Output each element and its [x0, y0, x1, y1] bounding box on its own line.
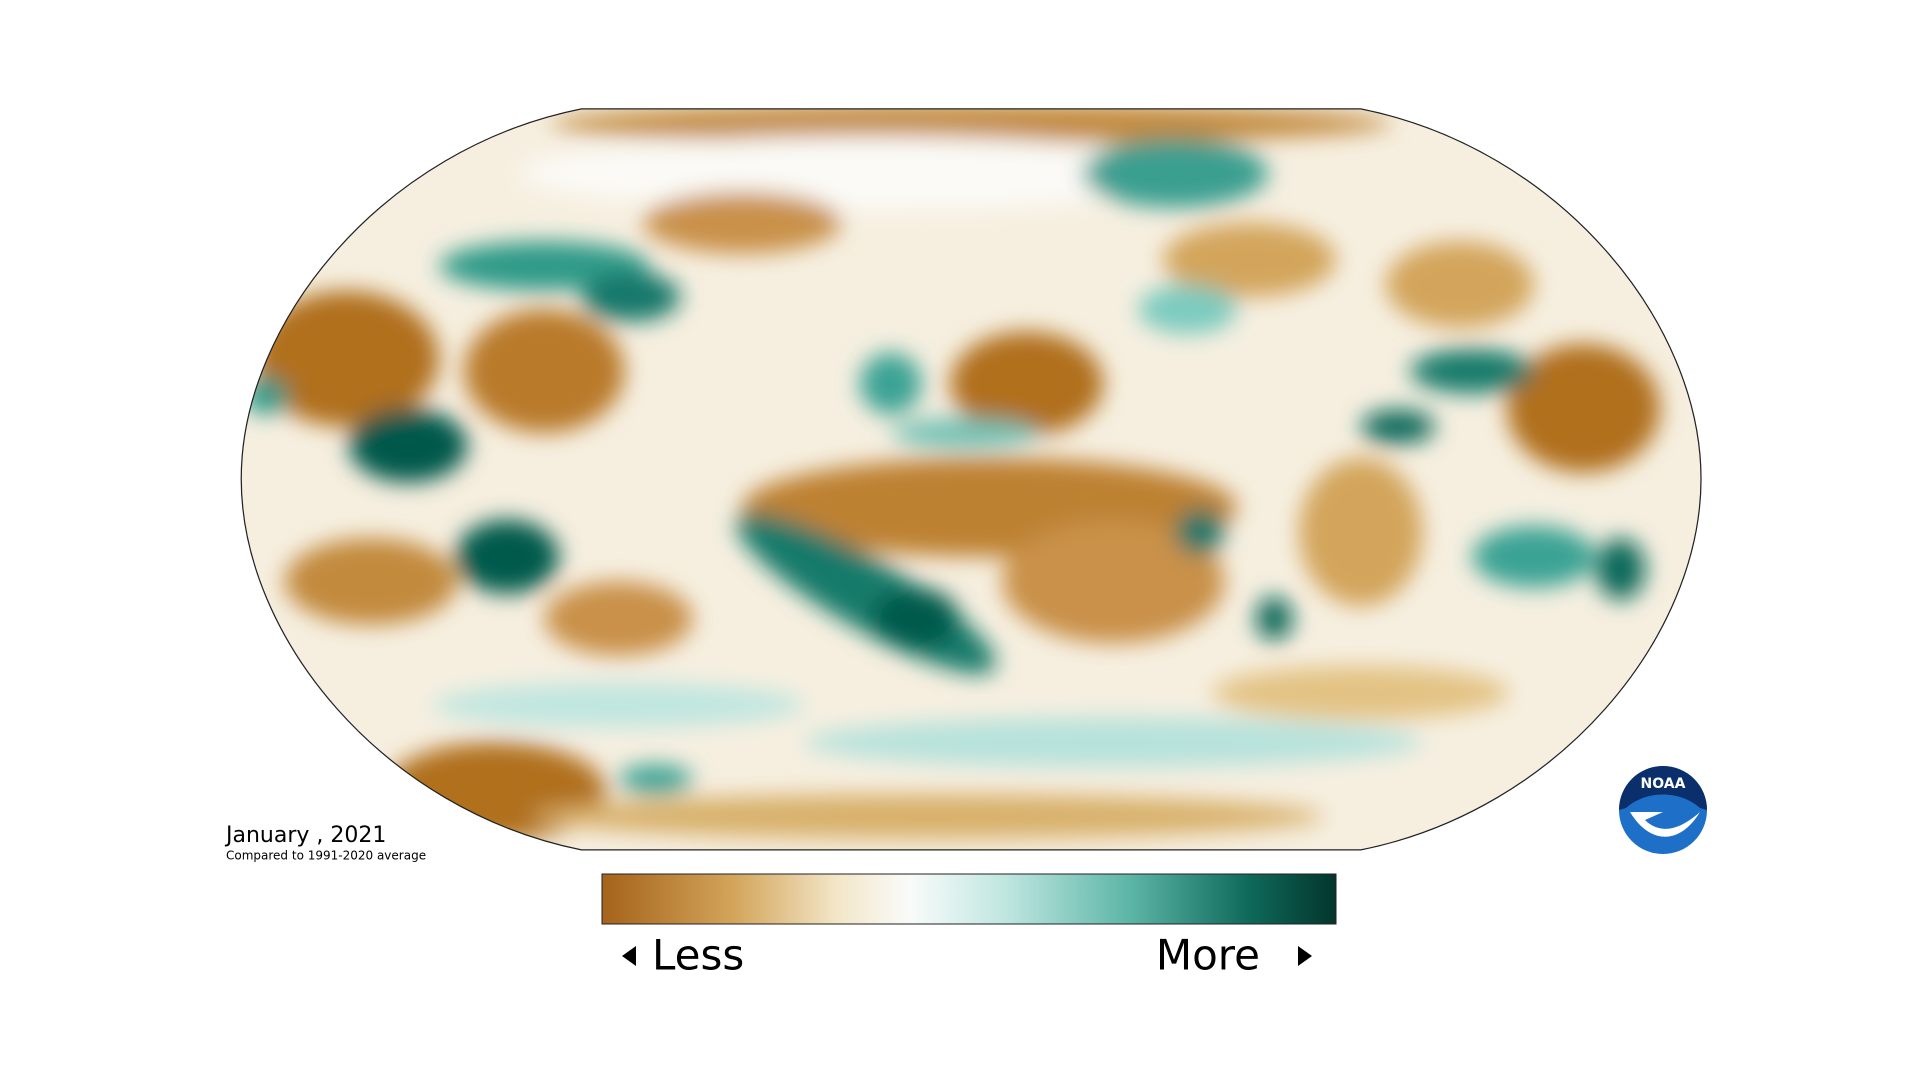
more-arrow: [1298, 946, 1312, 966]
legend-less: Less: [652, 931, 744, 980]
precipitation-map: [240, 108, 1702, 851]
map-outline: [240, 108, 1702, 851]
subtitle: Compared to 1991-2020 average: [226, 849, 426, 863]
logo-text: NOAA: [1641, 776, 1686, 792]
noaa-logo: NOAA: [1619, 766, 1707, 854]
legend-more: More: [1156, 931, 1260, 980]
less-arrow: [622, 946, 636, 966]
date-label: January , 2021: [224, 823, 386, 848]
colorbar: [601, 873, 1337, 925]
